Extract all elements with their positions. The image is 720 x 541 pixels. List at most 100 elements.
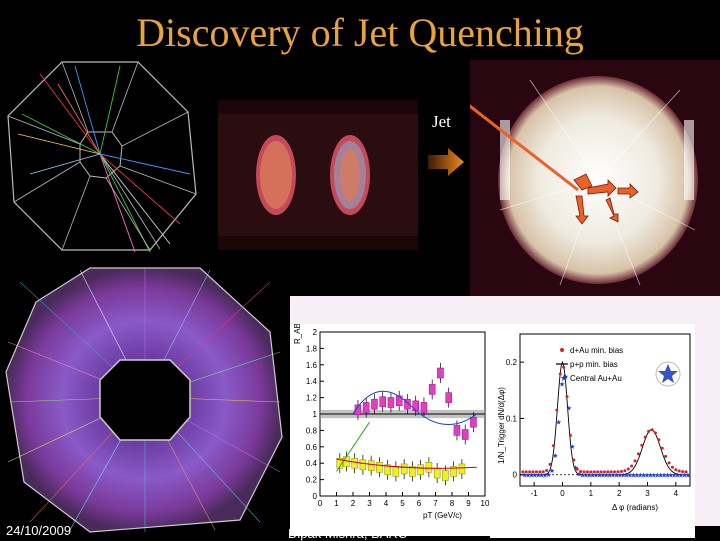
auau-point: ★ xyxy=(664,472,670,480)
auau-point: ★ xyxy=(535,472,541,480)
legend-auau: Central Au+Au xyxy=(570,374,622,383)
x-tick-label: 3 xyxy=(645,489,650,498)
data-point xyxy=(400,463,408,475)
auau-point: ★ xyxy=(593,472,599,480)
auau-point: ★ xyxy=(569,443,575,451)
dau-point xyxy=(531,470,535,474)
pp-curve xyxy=(520,360,691,476)
x-tick-label: 6 xyxy=(417,499,422,508)
x-axis-label: pT (GeV/c) xyxy=(423,511,462,520)
x-tick-label: 0 xyxy=(560,489,565,498)
x-tick-label: 8 xyxy=(450,499,455,508)
y-tick-label: 1.2 xyxy=(306,394,318,403)
y-tick-label: 2 xyxy=(313,328,318,337)
auau-point: ★ xyxy=(583,472,589,480)
auau-point: ★ xyxy=(528,472,534,480)
dau-point xyxy=(664,454,668,458)
auau-point: ★ xyxy=(590,472,596,480)
data-point xyxy=(404,398,411,410)
auau-point: ★ xyxy=(630,472,636,480)
dau-point xyxy=(630,464,634,468)
y-tick-label: 0.2 xyxy=(506,358,518,367)
dau-point xyxy=(521,470,525,474)
auau-point: ★ xyxy=(675,472,681,480)
x-tick-label: 3 xyxy=(367,499,372,508)
data-point xyxy=(371,398,378,410)
model-curve xyxy=(352,390,478,426)
y-tick-label: 0 xyxy=(513,471,518,480)
data-point xyxy=(387,397,395,408)
colliding-nuclei-svg xyxy=(218,100,418,250)
y-tick-label: 1.6 xyxy=(306,361,318,370)
dau-point xyxy=(572,458,576,462)
dau-point xyxy=(667,461,671,465)
x-axis-label: Δ φ (radians) xyxy=(612,503,658,512)
dau-point xyxy=(636,452,640,456)
auau-point: ★ xyxy=(556,418,562,426)
x-tick-label: 1 xyxy=(334,499,339,508)
auau-point: ★ xyxy=(641,472,647,480)
dau-point xyxy=(528,470,532,474)
auau-point: ★ xyxy=(542,472,548,480)
dau-point xyxy=(616,470,620,474)
auau-point: ★ xyxy=(647,472,653,480)
fireball-jet-image xyxy=(470,60,720,296)
dau-point xyxy=(589,470,593,474)
y-axis-label: R_AB xyxy=(293,324,302,344)
y-tick-label: 0.1 xyxy=(506,414,518,423)
y-tick-label: 1.8 xyxy=(306,344,318,353)
dau-point xyxy=(677,469,681,473)
x-tick-label: 10 xyxy=(481,499,490,508)
data-point xyxy=(362,402,370,413)
jet-arrow-icon xyxy=(470,104,639,225)
dau-point xyxy=(534,470,538,474)
data-point xyxy=(351,457,358,469)
dau-point xyxy=(653,431,657,435)
dau-point xyxy=(562,365,566,369)
auau-point: ★ xyxy=(610,472,616,480)
data-point xyxy=(417,464,424,476)
data-point xyxy=(425,462,433,473)
pp-event-display-svg xyxy=(7,61,197,253)
arrow-right-icon xyxy=(428,148,464,176)
colliding-nuclei-image xyxy=(218,100,418,250)
data-point xyxy=(437,367,444,379)
auau-point: ★ xyxy=(545,471,551,479)
dau-point xyxy=(633,459,637,463)
data-point xyxy=(442,470,449,481)
auau-point: ★ xyxy=(617,472,623,480)
y-tick-label: 0.4 xyxy=(306,459,318,468)
data-point xyxy=(367,460,375,471)
dau-point xyxy=(681,470,685,474)
auau-event-svg xyxy=(5,267,283,533)
auau-point: ★ xyxy=(576,470,582,478)
auau-point: ★ xyxy=(573,464,579,472)
auau-point: ★ xyxy=(552,452,558,460)
auau-point: ★ xyxy=(678,472,684,480)
dau-point xyxy=(596,470,600,474)
y-axis-label: 1/N_Trigger dN/d(Δφ) xyxy=(497,387,506,464)
dau-point xyxy=(592,470,596,474)
x-tick-label: 5 xyxy=(400,499,405,508)
data-point xyxy=(458,463,466,475)
pp-event-display xyxy=(0,54,200,262)
model-curve xyxy=(336,421,370,472)
data-point xyxy=(453,425,461,436)
slide-title: Discovery of Jet Quenching xyxy=(136,10,584,55)
dau-point xyxy=(565,395,569,399)
data-point xyxy=(336,457,344,469)
svg-text:★: ★ xyxy=(560,373,568,383)
dau-point xyxy=(599,470,603,474)
auau-point: ★ xyxy=(627,472,633,480)
auau-point: ★ xyxy=(586,472,592,480)
raa-chart: 0 0.2 0.4 0.6 0.8 1 1.2 1.4 1.6 1.8 2 0 1 2 3 4 5 6 7 8 9 10 p… xyxy=(290,324,495,536)
dau-point xyxy=(541,470,545,474)
x-tick-label: 2 xyxy=(351,499,356,508)
x-tick-label: 1 xyxy=(589,489,594,498)
auau-point: ★ xyxy=(549,467,555,475)
auau-point: ★ xyxy=(624,472,630,480)
data-point xyxy=(359,459,367,471)
y-tick-label: 0 xyxy=(313,492,318,501)
dphi-legend: d+Au min. bias p+p min. bias ★ Central A… xyxy=(556,346,623,383)
auau-point: ★ xyxy=(681,472,687,480)
